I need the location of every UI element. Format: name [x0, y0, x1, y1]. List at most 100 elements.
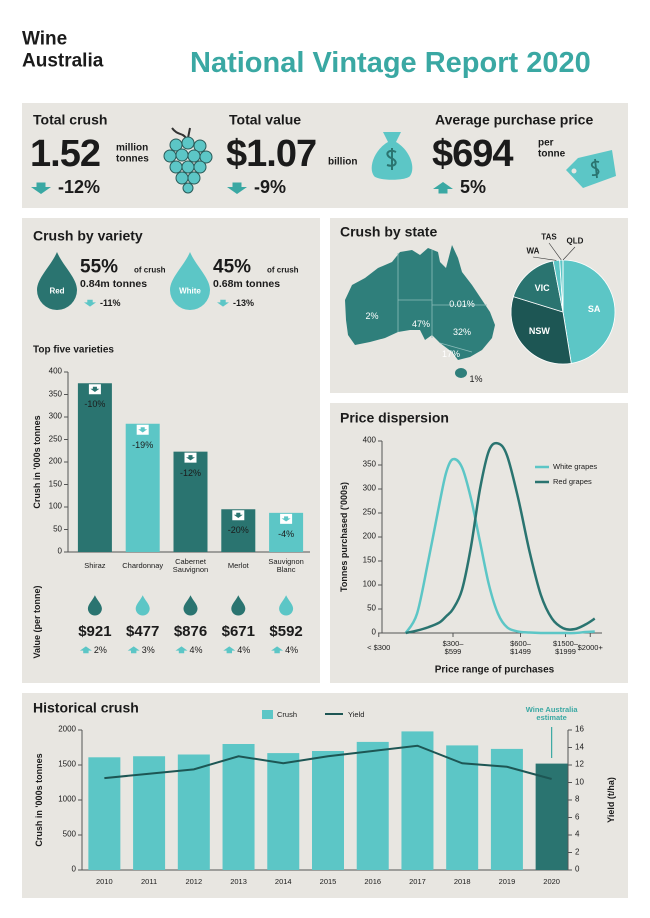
y-tick-label: 1500: [58, 759, 76, 769]
kpi-label: Average purchase price: [435, 111, 594, 128]
price-drop: [135, 595, 150, 616]
y-tick-label: 100: [48, 501, 62, 511]
y-tick-label: 50: [367, 603, 376, 613]
legend-label: Red grapes: [553, 476, 592, 486]
change-arrow: [281, 516, 291, 522]
variety-note: of crush: [267, 265, 299, 275]
y2-tick-label: 14: [575, 742, 584, 752]
y2-tick-label: 12: [575, 759, 584, 769]
variety-drop: [170, 252, 210, 310]
legend-label: Crush: [277, 709, 298, 719]
variety-arrow: [84, 299, 96, 307]
x-tick-label: 2020: [543, 876, 560, 886]
slice-label: TAS: [541, 232, 557, 242]
price: $921: [78, 622, 112, 640]
y-tick-label: 0: [71, 864, 76, 874]
kpi-change: 5%: [460, 177, 487, 198]
y-tick-label: 100: [362, 579, 376, 589]
pie-slice: [512, 260, 564, 313]
price: $671: [221, 622, 255, 640]
bar: [446, 745, 479, 870]
slice-label: SA: [587, 303, 601, 314]
change-arrow: [138, 427, 148, 433]
pie-slice: [510, 296, 572, 365]
x-tick-label: Shiraz: [84, 560, 106, 570]
slice-label: VIC: [534, 282, 550, 293]
price-drop: [231, 595, 246, 616]
y-axis-label: Crush in '000s tonnes: [32, 415, 43, 509]
map-label: 47%: [411, 319, 431, 330]
variety-arrow: [217, 299, 229, 307]
chart-title: Top five varieties: [33, 344, 114, 356]
slice-label: NSW: [528, 326, 550, 337]
y2-tick-label: 16: [575, 724, 584, 734]
x-tick-label: Chardonnay: [122, 560, 164, 570]
y-tick-label: 1000: [58, 794, 76, 804]
price-change: 2%: [93, 645, 107, 656]
kpi-unit: tonne: [538, 148, 566, 160]
x-tick-label: 2012: [185, 876, 203, 886]
map-label: 2%: [365, 311, 379, 322]
price-arrow: [79, 646, 92, 654]
y2-tick-label: 4: [575, 829, 580, 839]
variety-change: -13%: [233, 298, 255, 309]
price-arrow: [175, 646, 188, 654]
x-tick-label: 2018: [453, 876, 471, 886]
price-change: 4%: [237, 645, 251, 656]
y-tick-label: 0: [371, 627, 376, 637]
series-line: [104, 744, 552, 780]
price-drop: [183, 595, 198, 616]
y2-axis-label: Yield (t/ha): [606, 777, 617, 823]
map-label: 32%: [452, 327, 472, 338]
leader-line: [548, 242, 562, 261]
y2-tick-label: 0: [575, 864, 580, 874]
legend-label: Yield: [348, 709, 365, 719]
y-tick-label: 150: [362, 555, 376, 565]
money-bag-icon: [371, 132, 413, 180]
x-tick-label: 2015: [319, 876, 337, 886]
bar: [356, 741, 389, 870]
y-tick-label: 200: [362, 531, 376, 541]
bar: [222, 744, 255, 870]
y2-tick-label: 8: [575, 794, 580, 804]
price-change: 3%: [141, 645, 155, 656]
x-tick-label: Cabernet Sauvignon: [172, 556, 209, 574]
x-tick-label: 2014: [274, 876, 292, 886]
kpi-arrow: [433, 182, 453, 194]
kpi-value: 1.52: [30, 133, 101, 176]
kpi-label: Total crush: [33, 111, 108, 128]
x-tick-label: Sauvignon Blanc: [268, 556, 304, 574]
leader-line: [532, 256, 557, 261]
bar: [77, 383, 112, 552]
y2-tick-label: 10: [575, 777, 584, 787]
x-tick-label: $600–$1499: [510, 638, 531, 656]
price: $876: [173, 622, 208, 640]
drop-label: Red: [49, 286, 65, 296]
x-tick-label: $1500–$1999: [552, 638, 579, 656]
y2-tick-label: 6: [575, 812, 580, 822]
price-change: 4%: [285, 645, 299, 656]
variety-share: 55%: [80, 256, 119, 278]
bar: [401, 731, 434, 870]
y-axis-label: Crush in '000s tonnes: [34, 753, 45, 847]
bar-change: -12%: [179, 467, 202, 478]
bar: [177, 754, 210, 870]
slice-label: QLD: [566, 236, 584, 246]
variety-tonnes: 0.84m tonnes: [80, 278, 148, 291]
x-tick-label: 2011: [141, 876, 158, 886]
bar-change: -20%: [227, 525, 249, 536]
bar: [88, 757, 121, 870]
change-arrow: [233, 512, 243, 518]
x-tick-label: $300–$599: [442, 638, 464, 656]
price-arrow: [223, 646, 236, 654]
map-label: 17%: [441, 349, 461, 360]
x-tick-label: 2013: [230, 876, 247, 886]
legend-swatch: [262, 710, 273, 719]
kpi-arrow: [31, 182, 51, 194]
chart-title: Historical crush: [33, 699, 139, 716]
y2-tick-label: 2: [575, 847, 580, 857]
bar: [312, 751, 344, 870]
variety-tonnes: 0.68m tonnes: [213, 278, 281, 291]
kpi-label: Total value: [229, 111, 302, 128]
